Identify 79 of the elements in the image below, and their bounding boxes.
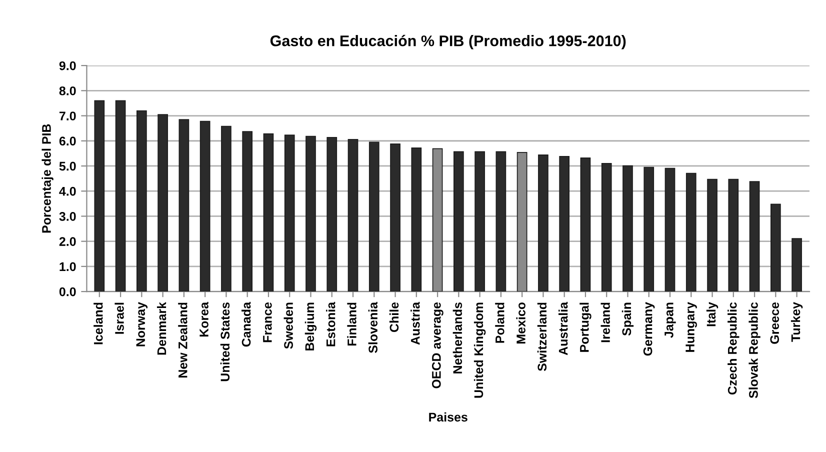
y-tick-label: 8.0 — [59, 86, 76, 96]
x-tick-label: Germany — [643, 302, 655, 356]
x-tick-label: Slovak Republic — [748, 302, 760, 398]
y-axis-title: Porcentaje del PIB — [42, 124, 54, 233]
x-tick-label: Belgium — [304, 302, 317, 350]
y-tick-label: 5.0 — [59, 162, 76, 171]
bar — [348, 138, 358, 292]
bar — [326, 136, 338, 292]
x-tick-label: Slovenia — [368, 302, 378, 354]
bar — [136, 110, 147, 292]
x-tick-label: Spain — [622, 302, 634, 336]
x-tick-label: Estonia — [326, 302, 336, 346]
bar — [580, 158, 591, 292]
x-tick-label: New Zealand — [178, 302, 188, 378]
bar — [242, 131, 253, 292]
x-tick-label: Turkey — [790, 302, 803, 342]
x-tick-label: Portugal — [580, 302, 592, 352]
x-tick-label: United States — [220, 302, 230, 382]
bar — [559, 156, 570, 292]
bar — [601, 163, 612, 292]
bar — [411, 147, 422, 292]
y-tick-label: 2.0 — [59, 237, 76, 246]
x-tick-label: Mexico — [516, 302, 526, 344]
bar — [158, 114, 168, 292]
x-tick-label: Japan — [664, 302, 676, 338]
y-tick-label: 9.0 — [59, 61, 76, 70]
x-tick-label: Italy — [706, 302, 718, 326]
chart-title: Gasto en Educación % PIB (Promedio 1995-2010) — [270, 34, 626, 50]
y-tick-label: 7.0 — [59, 112, 76, 120]
bar — [686, 172, 696, 292]
x-tick-label: Netherlands — [452, 302, 462, 374]
bar — [453, 151, 464, 292]
x-tick-label: Iceland — [94, 302, 103, 344]
x-tick-label: Hungary — [686, 302, 697, 352]
bar — [496, 151, 506, 292]
x-tick-label: Canada — [242, 302, 251, 347]
bar — [792, 238, 802, 292]
bar — [728, 178, 739, 292]
bar — [644, 166, 654, 292]
bar — [664, 168, 676, 292]
x-tick-label: Israel — [114, 302, 124, 334]
x-axis-title: Paises — [429, 412, 468, 422]
bar — [770, 204, 781, 292]
x-tick-label: OECD average — [432, 302, 444, 388]
x-tick-label: Sweden — [284, 302, 293, 349]
x-tick-label: Ireland — [600, 302, 610, 342]
y-tick-label: 6.0 — [59, 136, 76, 146]
x-tick-label: Greece — [770, 302, 780, 344]
x-tick-label: Austria — [410, 302, 420, 345]
x-tick-label: Finland — [347, 302, 356, 346]
x-tick-label: Australia — [558, 302, 568, 356]
x-tick-label: Poland — [495, 302, 504, 343]
bar — [306, 136, 316, 292]
x-tick-label: France — [263, 302, 272, 342]
bar — [622, 165, 633, 292]
bar — [368, 142, 380, 292]
bar — [178, 119, 190, 292]
x-tick-label: Switzerland — [537, 302, 547, 372]
x-tick-label: United Kingdom — [474, 302, 486, 398]
bar — [115, 100, 126, 292]
bar — [474, 151, 485, 292]
y-tick-label: 4.0 — [59, 186, 76, 196]
bar — [94, 100, 105, 292]
x-tick-label: Norway — [136, 302, 148, 346]
x-tick-label: Korea — [200, 302, 208, 337]
bar — [390, 143, 400, 292]
x-tick-label: Czech Republic — [728, 302, 740, 395]
bar — [263, 133, 274, 292]
bar — [221, 126, 232, 292]
bar — [284, 134, 295, 292]
bar — [200, 120, 210, 292]
bar — [749, 181, 760, 292]
y-tick-label: 1.0 — [60, 262, 76, 272]
y-tick-label: 3.0 — [59, 212, 76, 221]
x-tick-label: Denmark — [156, 302, 166, 355]
y-tick-label: 0.0 — [59, 287, 76, 296]
bar — [707, 178, 718, 292]
x-tick-label: Chile — [389, 302, 399, 332]
bar — [538, 154, 548, 292]
